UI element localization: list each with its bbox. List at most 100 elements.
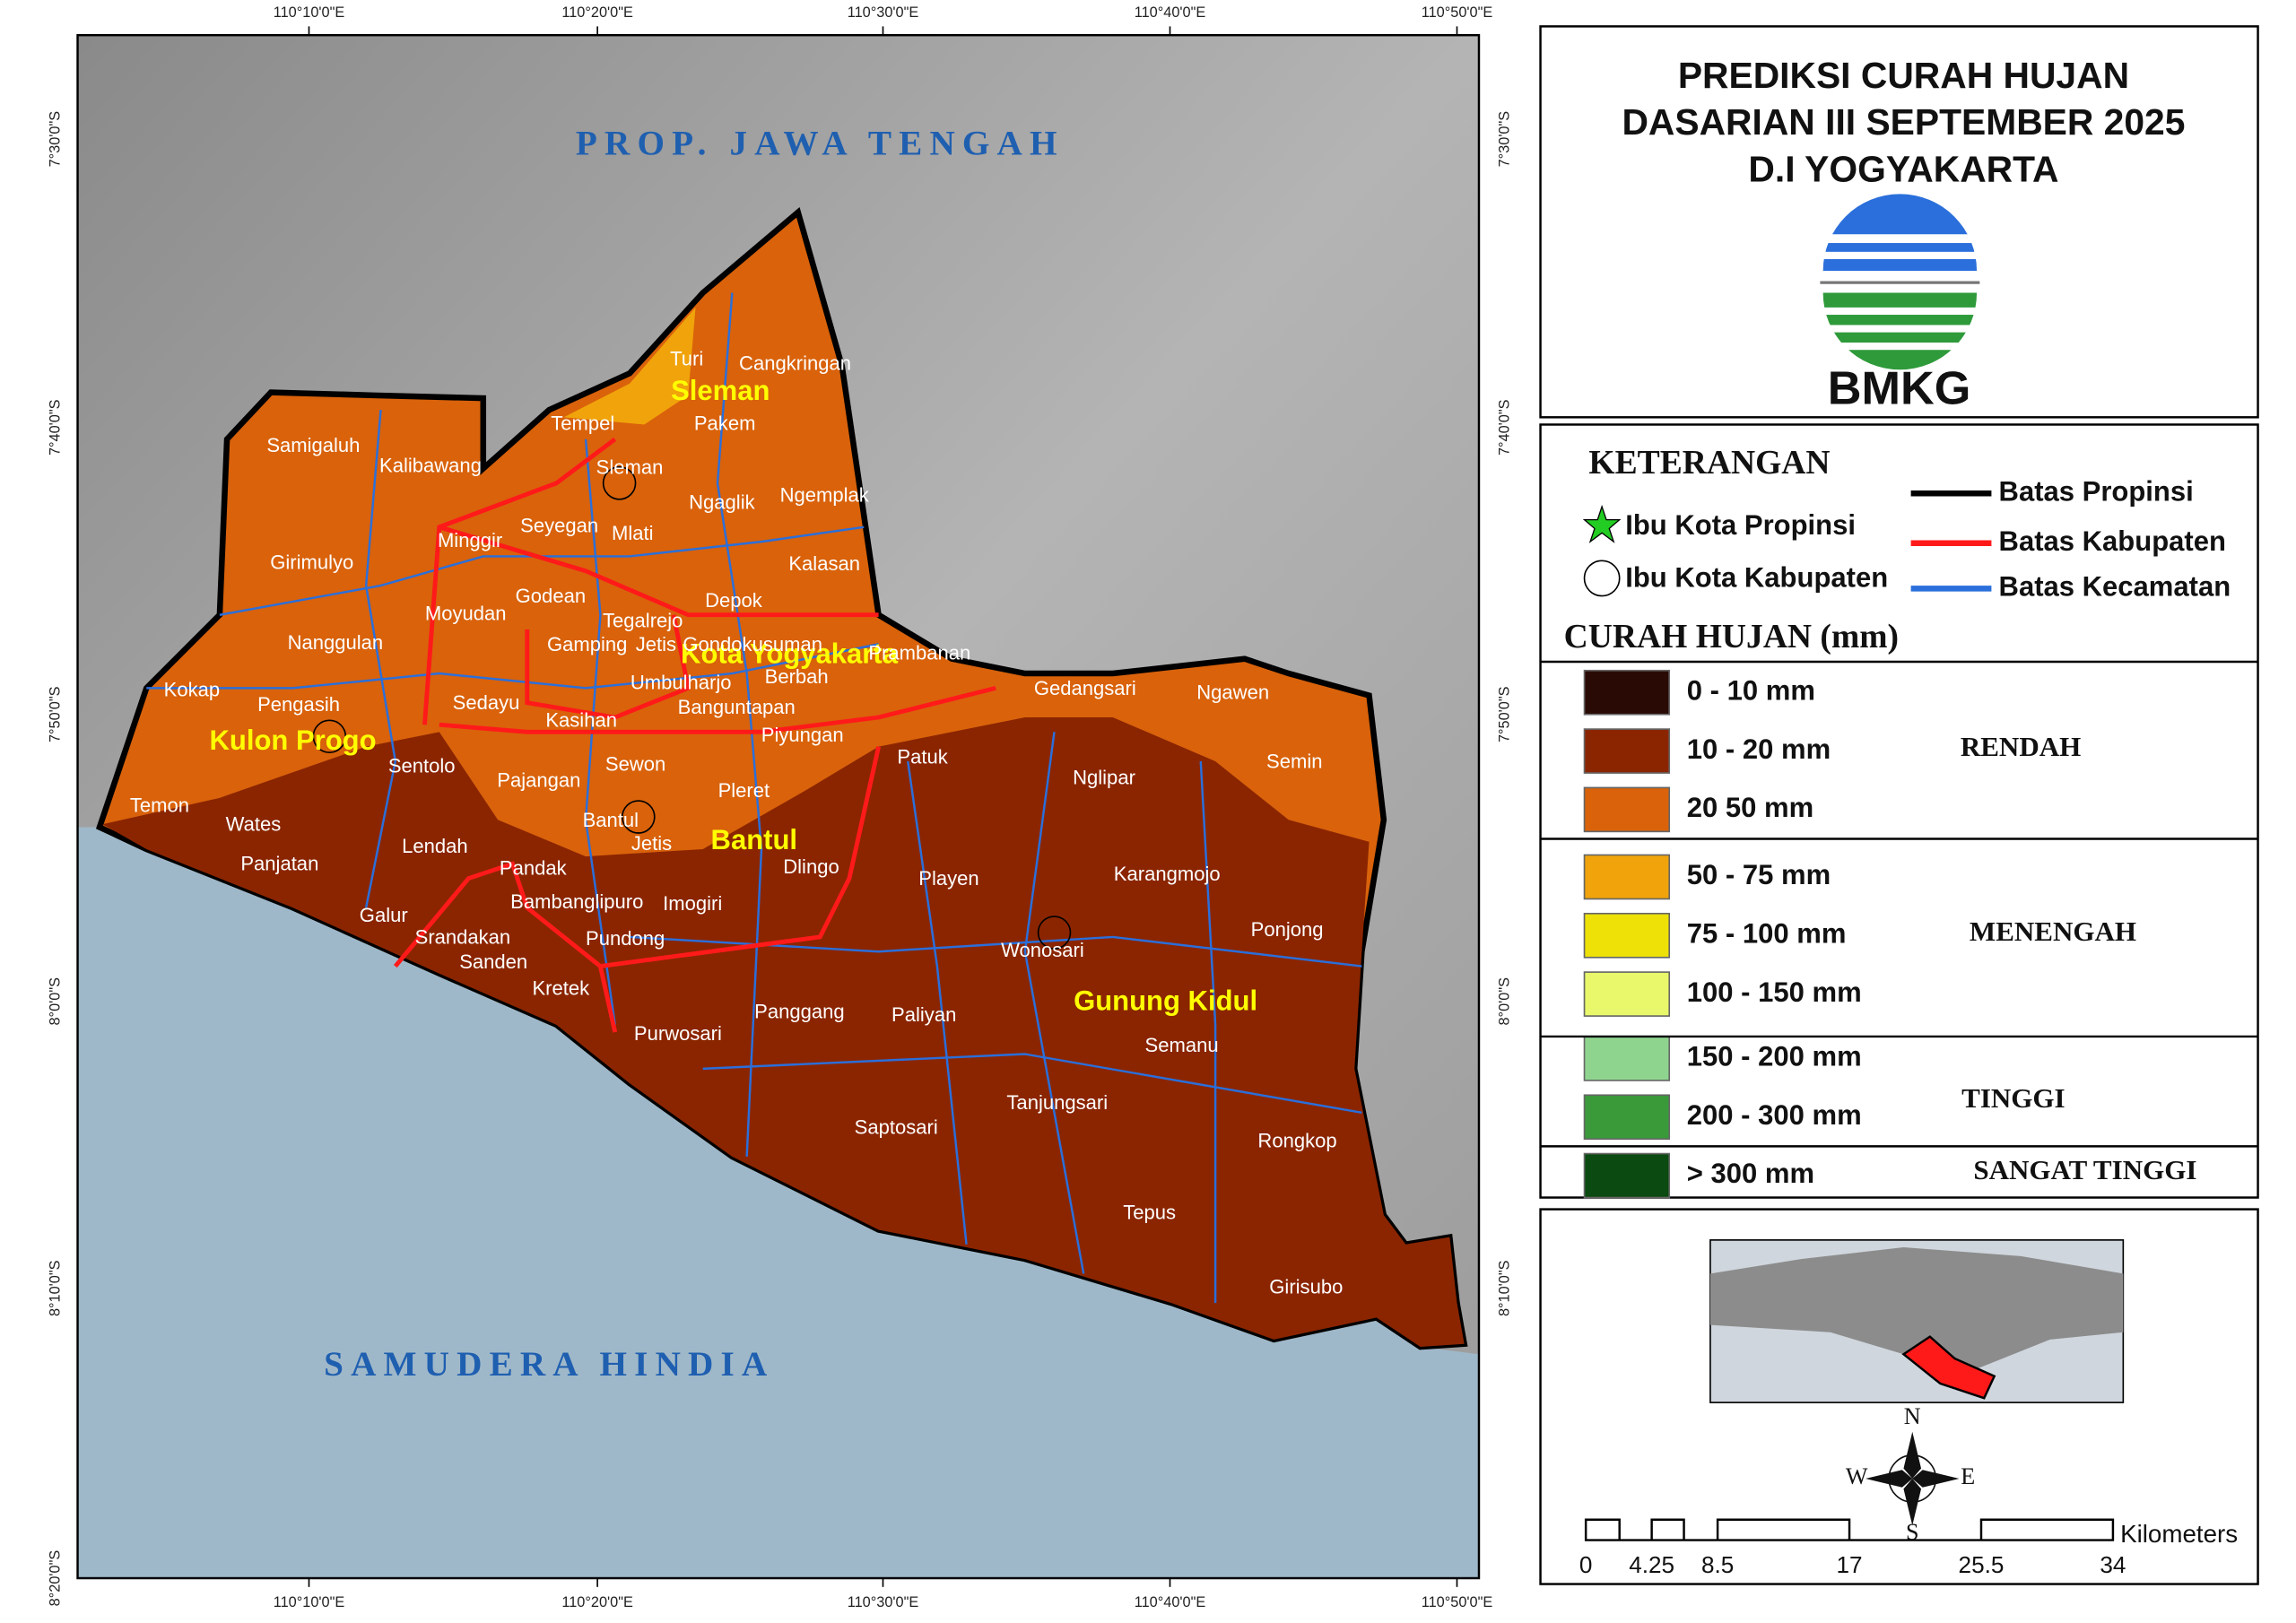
district-label: Ngawen <box>1196 681 1269 704</box>
latitude-label: 8°20'0"S <box>47 1550 63 1607</box>
district-label: Kasihan <box>545 709 617 732</box>
coordinate-labels: 110°10'0"E 110°10'0"E 110°20'0"E 110°20'0"E… <box>47 4 1512 1610</box>
compass-label: N <box>1904 1403 1921 1429</box>
legend-class-label: 0 - 10 mm <box>1687 674 1815 706</box>
district-label: Semanu <box>1145 1034 1219 1056</box>
rain-title: CURAH HUJAN (mm) <box>1564 619 1899 655</box>
district-label: Gamping <box>547 633 627 655</box>
latitude-label: 7°30'0"S <box>1497 111 1513 168</box>
district-label: Wates <box>226 813 282 836</box>
district-label: Girisubo <box>1269 1276 1343 1298</box>
district-label: Semin <box>1266 750 1322 772</box>
longitude-label: 110°50'0"E <box>1422 1594 1493 1610</box>
compass-label: W <box>1846 1463 1868 1489</box>
legend-swatch <box>1583 912 1671 959</box>
class-group: SANGAT TINGGI <box>1973 1154 2196 1185</box>
district-label: Sentolo <box>388 754 456 777</box>
scale-label: 0 <box>1579 1551 1593 1578</box>
legend-swatch <box>1583 1094 1671 1141</box>
legend-separators <box>1540 660 2258 1148</box>
legend-line-label: Batas Kabupaten <box>1999 525 2226 557</box>
district-borders <box>146 292 1362 1304</box>
inset-diy <box>1901 1335 1996 1400</box>
district-label: Nglipar <box>1073 766 1135 788</box>
longitude-label: 110°50'0"E <box>1422 4 1493 21</box>
province-capital-symbol <box>1582 504 1622 543</box>
district-label: Bantul <box>583 809 639 831</box>
district-label: Karangmojo <box>1114 863 1221 885</box>
legend-class-label: 100 - 150 mm <box>1687 976 1862 1008</box>
district-label: Sanden <box>459 950 527 973</box>
legend-swatch <box>1583 1036 1671 1081</box>
district-label: Pleret <box>718 779 770 802</box>
legend-class-label: 20 50 mm <box>1687 792 1813 823</box>
regency-capital-symbol <box>1583 560 1621 597</box>
scale-label: 17 <box>1837 1551 1863 1578</box>
legend-box <box>1539 423 2259 1199</box>
district-label: Depok <box>705 589 763 612</box>
latitude-label: 7°40'0"S <box>47 399 63 456</box>
district-label: Ponjong <box>1251 918 1324 941</box>
district-label: Kokap <box>164 678 220 700</box>
district-label: Nanggulan <box>288 631 384 654</box>
district-label: Temon <box>130 794 189 816</box>
legend-swatch <box>1583 1152 1671 1199</box>
compass <box>1866 1431 1960 1526</box>
scale-unit: Kilometers <box>2120 1520 2238 1548</box>
district-label: Sedayu <box>453 691 520 714</box>
district-label: Purwosari <box>634 1022 722 1045</box>
district-label: Paliyan <box>891 1003 956 1026</box>
map-frame <box>76 33 1481 1580</box>
logo-text: BMKG <box>1828 363 1971 415</box>
district-label: Umbulharjo <box>631 671 732 693</box>
district-label: Pakem <box>694 412 756 434</box>
title: DASARIAN III SEPTEMBER 2025 <box>1622 101 2185 143</box>
longitude-label: 110°40'0"E <box>1135 4 1206 21</box>
regency-borders <box>393 437 996 1033</box>
latitude-label: 7°30'0"S <box>47 111 63 168</box>
district-label: Panggang <box>754 1001 844 1023</box>
scale-labels: 0 4.25 8.5 17 25.5 34 <box>1579 1551 2126 1578</box>
regency-capital <box>312 719 347 754</box>
legend-swatch <box>1583 786 1671 833</box>
district-labels: Samigaluh Kalibawang Girimulyo Nanggulan Kok… <box>130 347 1343 1298</box>
district-label: Bambanglipuro <box>510 890 643 913</box>
class-group: TINGGI <box>1961 1082 2065 1114</box>
legend-title: KETERANGAN <box>1588 445 1830 482</box>
district-label: Jetis <box>636 633 676 655</box>
district-label: Tempel <box>551 412 614 434</box>
district-label: Saptosari <box>855 1116 938 1139</box>
district-label: Pandak <box>500 857 568 880</box>
region-label: SAMUDERA HINDIA <box>324 1345 774 1384</box>
class-group: RENDAH <box>1961 731 2081 762</box>
inset-box <box>1539 1208 2259 1585</box>
title: D.I YOGYAKARTA <box>1748 148 2058 189</box>
district-label: Samigaluh <box>266 434 360 456</box>
logo <box>1815 194 1985 370</box>
regency-capital <box>602 466 637 500</box>
legend-classes: 0 - 10 mm 10 - 20 mm 20 50 mm 50 - 75 mm 75 … <box>1583 669 1862 1199</box>
district-label: Dlingo <box>783 855 839 878</box>
regency-capital <box>622 800 656 834</box>
district-label: Pajangan <box>497 769 580 792</box>
inset-java <box>1709 1247 2124 1369</box>
latitude-label: 7°50'0"S <box>47 686 63 742</box>
class-group: MENENGAH <box>1970 916 2136 947</box>
district-label: Prambanan <box>868 642 970 664</box>
legend-lines: Batas Propinsi Batas Kabupaten Batas Kecam… <box>1910 475 2231 603</box>
scale-label: 25.5 <box>1959 1551 2005 1578</box>
legend-symbol-label: Ibu Kota Propinsi <box>1625 509 1856 541</box>
scale-label: 4.25 <box>1629 1551 1674 1578</box>
regency-label: Sleman <box>671 375 770 406</box>
longitude-label: 110°30'0"E <box>848 1594 919 1610</box>
district-label: Sewon <box>605 753 665 776</box>
longitude-label: 110°20'0"E <box>561 4 633 21</box>
district-label: Galur <box>360 904 408 926</box>
longitude-label: 110°30'0"E <box>848 4 919 21</box>
regency-label: Kota Yogyakarta <box>681 638 899 670</box>
longitude-label: 110°10'0"E <box>274 4 345 21</box>
district-label: Patuk <box>897 746 948 768</box>
district-label: Moyudan <box>425 603 507 625</box>
district-label: Cangkringan <box>739 352 851 374</box>
